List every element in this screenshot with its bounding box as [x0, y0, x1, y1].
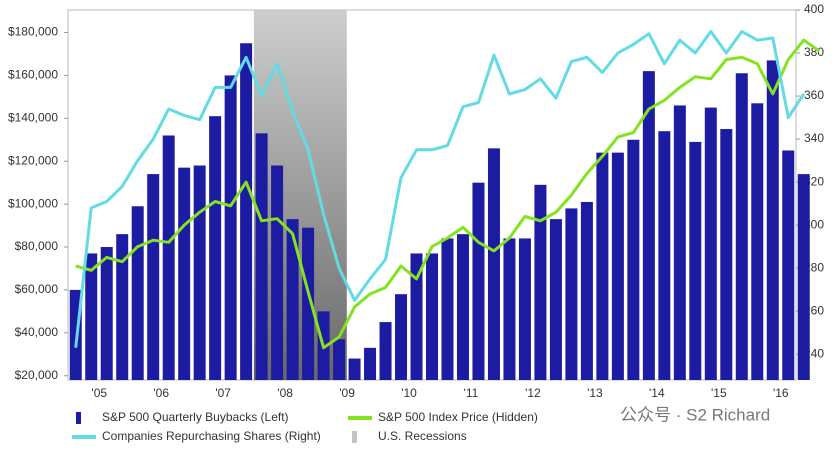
bar — [348, 358, 361, 380]
x-tick-label: '16 — [773, 386, 789, 400]
bar — [364, 347, 377, 380]
y-tick-label: $80,000 — [15, 239, 59, 253]
bar — [224, 75, 237, 380]
bar — [627, 139, 640, 380]
bar — [689, 141, 702, 380]
y2-tick-label: 400 — [804, 2, 824, 16]
bar — [720, 129, 733, 380]
y-tick-label: $60,000 — [15, 282, 59, 296]
y-tick-label: $20,000 — [15, 368, 59, 382]
bar — [704, 107, 717, 380]
bar — [271, 165, 284, 380]
bar — [302, 227, 315, 380]
legend-swatch — [76, 412, 81, 424]
legend-label: S&P 500 Index Price (Hidden) — [378, 410, 538, 424]
bar — [487, 148, 500, 380]
bar — [751, 103, 764, 380]
bar — [472, 182, 485, 380]
x-tick-label: '13 — [587, 386, 603, 400]
bar — [426, 253, 438, 380]
x-tick-label: '15 — [711, 386, 727, 400]
x-tick-label: '07 — [215, 386, 231, 400]
bar — [333, 339, 346, 380]
bar — [735, 73, 748, 380]
bar — [209, 116, 222, 380]
x-tick-label: '05 — [91, 386, 107, 400]
bar — [580, 201, 593, 380]
x-tick-label: '12 — [525, 386, 541, 400]
bar — [611, 152, 624, 380]
bar — [658, 131, 671, 380]
bar — [518, 238, 531, 380]
y-tick-label: $120,000 — [8, 153, 58, 167]
bar — [410, 253, 423, 380]
y-tick-label: $140,000 — [8, 110, 58, 124]
legend-label: S&P 500 Quarterly Buybacks (Left) — [102, 410, 289, 424]
y2-tick-label: 340 — [804, 131, 824, 145]
bar — [379, 322, 392, 380]
x-tick-label: '08 — [277, 386, 293, 400]
bar — [178, 167, 191, 380]
x-tick-label: '06 — [153, 386, 169, 400]
recession-band — [253, 10, 347, 380]
y-tick-label: $160,000 — [8, 68, 58, 82]
x-tick-label: '09 — [339, 386, 355, 400]
bar — [503, 238, 516, 380]
bar — [456, 234, 469, 380]
bar — [782, 150, 795, 380]
legend-label: Companies Repurchasing Shares (Right) — [102, 429, 321, 443]
bar — [534, 184, 547, 380]
bar — [565, 208, 578, 380]
y-tick-label: $180,000 — [8, 25, 58, 39]
x-tick-label: '14 — [649, 386, 665, 400]
bar — [395, 294, 408, 380]
x-tick-label: '10 — [401, 386, 417, 400]
y2-tick-label: 380 — [804, 45, 824, 59]
y-tick-label: $100,000 — [8, 196, 58, 210]
x-tick-label: '11 — [464, 386, 479, 400]
bar — [100, 247, 113, 380]
y-tick-label: $40,000 — [15, 325, 59, 339]
bar — [240, 43, 253, 381]
y2-tick-label: 360 — [804, 88, 824, 102]
bar — [549, 219, 562, 380]
bar — [596, 152, 609, 380]
bar — [642, 71, 655, 380]
line — [74, 30, 805, 348]
line — [75, 38, 821, 350]
bar — [116, 234, 129, 380]
bar — [85, 253, 98, 380]
legend-label: U.S. Recessions — [378, 429, 467, 443]
bar — [797, 174, 810, 380]
legend-swatch — [352, 431, 357, 443]
bar — [162, 135, 175, 380]
bar — [441, 238, 454, 380]
bar — [766, 60, 779, 381]
bar — [131, 206, 144, 380]
bar — [673, 105, 686, 380]
bar — [255, 133, 268, 380]
bar — [147, 174, 160, 380]
watermark: 公众号 · S2 Richard — [620, 405, 770, 424]
bar — [286, 219, 299, 380]
bar — [193, 165, 206, 380]
